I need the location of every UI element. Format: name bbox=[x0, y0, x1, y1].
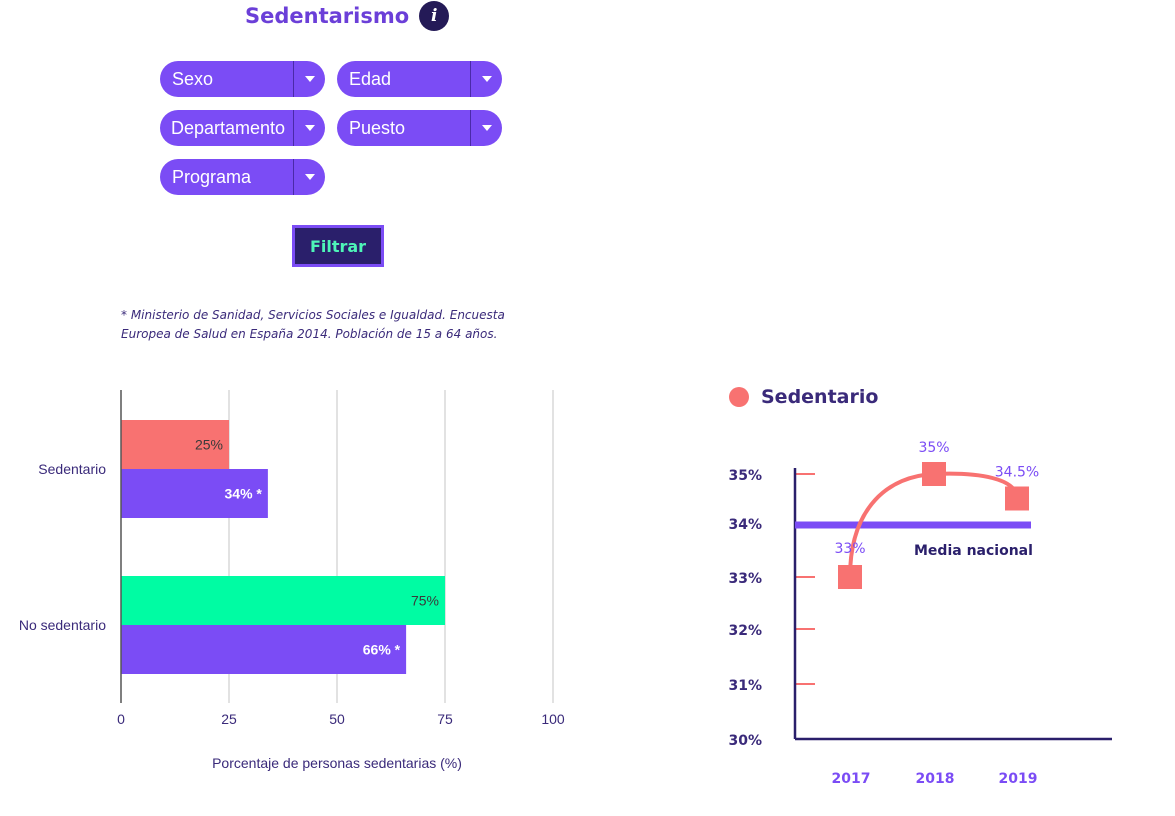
legend-label: Sedentario bbox=[761, 386, 878, 408]
x-tick-label: 75 bbox=[437, 711, 453, 727]
edad-dropdown-label: Edad bbox=[349, 68, 392, 89]
departamento-dropdown[interactable]: Departamento bbox=[160, 110, 325, 146]
edad-dropdown[interactable]: Edad bbox=[337, 61, 502, 97]
x-tick-label: 100 bbox=[541, 711, 565, 727]
info-icon[interactable]: i bbox=[419, 1, 450, 31]
x-tick-label: 0 bbox=[117, 711, 125, 727]
source-note: * Ministerio de Sanidad, Servicios Socia… bbox=[121, 306, 541, 344]
x-tick-label: 2018 bbox=[916, 771, 955, 787]
series-line bbox=[848, 471, 1019, 578]
dropdown-divider bbox=[293, 110, 294, 146]
page-title: Sedentarismo i bbox=[245, 0, 450, 32]
source-note-line-1: * Ministerio de Sanidad, Servicios Socia… bbox=[121, 308, 505, 322]
filter-button[interactable]: Filtrar bbox=[292, 225, 384, 267]
data-point bbox=[922, 462, 946, 486]
page-title-text: Sedentarismo bbox=[245, 4, 410, 28]
y-tick-label: 33% bbox=[728, 571, 762, 587]
chevron-down-icon[interactable] bbox=[294, 61, 325, 97]
puesto-dropdown-label: Puesto bbox=[349, 117, 406, 138]
x-tick-label: 25 bbox=[221, 711, 237, 727]
y-tick-label: 30% bbox=[728, 733, 762, 749]
puesto-dropdown[interactable]: Puesto bbox=[337, 110, 502, 146]
reference-line-label: Media nacional bbox=[914, 543, 1033, 559]
data-label: 25% bbox=[195, 437, 223, 453]
dropdown-divider bbox=[470, 110, 471, 146]
y-tick-label: 35% bbox=[728, 468, 762, 484]
data-label: 33% bbox=[834, 541, 865, 557]
bar-chart: 0 25 50 75 100 25% 34% * Sedentario 75% 66% * No s… bbox=[19, 390, 565, 771]
y-tick-label: 34% bbox=[728, 517, 762, 533]
y-category-label: Sedentario bbox=[38, 461, 106, 477]
data-point bbox=[838, 565, 862, 589]
y-tick-label: 31% bbox=[728, 678, 762, 694]
data-label: 34% * bbox=[225, 486, 263, 502]
programa-dropdown[interactable]: Programa bbox=[160, 159, 325, 195]
chevron-down-icon[interactable] bbox=[471, 110, 502, 146]
y-tick-label: 32% bbox=[728, 623, 762, 639]
departamento-dropdown-label: Departamento bbox=[171, 117, 286, 138]
data-label: 66% * bbox=[363, 642, 401, 658]
dropdown-divider bbox=[293, 159, 294, 195]
dropdown-divider bbox=[470, 61, 471, 97]
data-point bbox=[1005, 486, 1029, 511]
bar bbox=[121, 469, 268, 518]
data-label: 75% bbox=[411, 593, 439, 609]
bar bbox=[121, 625, 407, 674]
data-label: 35% bbox=[918, 440, 949, 456]
programa-dropdown-label: Programa bbox=[172, 166, 252, 187]
data-label: 34.5% bbox=[995, 465, 1039, 481]
x-tick-label: 2017 bbox=[832, 771, 871, 787]
sexo-dropdown-label: Sexo bbox=[172, 68, 214, 89]
x-tick-label: 2019 bbox=[999, 771, 1038, 787]
sexo-dropdown[interactable]: Sexo bbox=[160, 61, 325, 97]
legend-marker bbox=[729, 387, 749, 407]
x-tick-label: 50 bbox=[329, 711, 345, 727]
bar bbox=[121, 420, 229, 469]
dropdown-divider bbox=[293, 61, 294, 97]
chevron-down-icon[interactable] bbox=[294, 110, 325, 146]
chevron-down-icon[interactable] bbox=[471, 61, 502, 97]
x-axis-title: Porcentaje de personas sedentarias (%) bbox=[212, 755, 462, 771]
chevron-down-icon[interactable] bbox=[294, 159, 325, 195]
source-note-line-2: Europea de Salud en España 2014. Poblaci… bbox=[121, 327, 498, 341]
bar bbox=[121, 576, 445, 625]
y-category-label: No sedentario bbox=[19, 617, 106, 633]
